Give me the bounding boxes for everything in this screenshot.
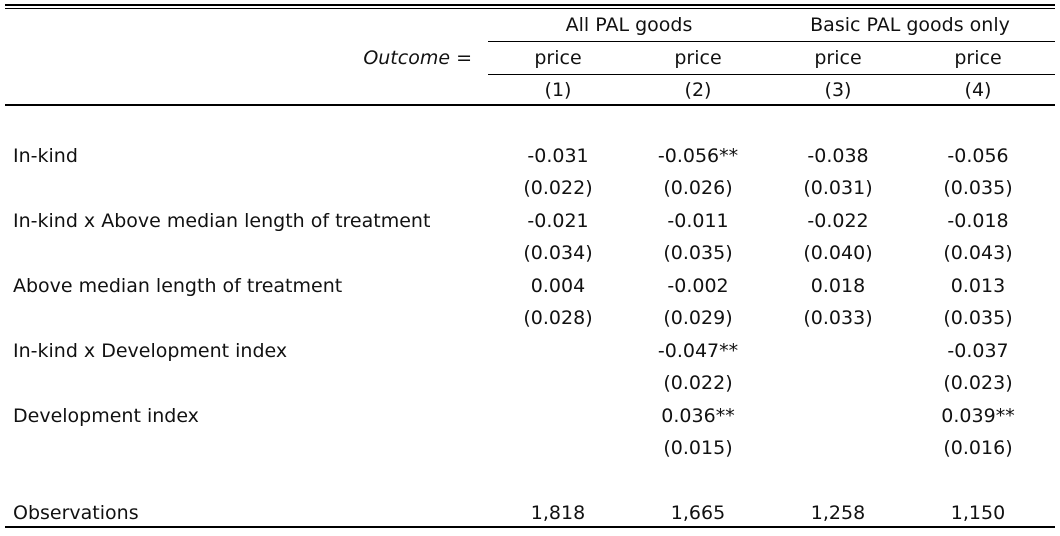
coef-cell: -0.038 bbox=[807, 145, 869, 167]
coef-cell: 0.039** bbox=[941, 405, 1015, 427]
coef-cell: -0.018 bbox=[947, 210, 1009, 232]
coef-cell: -0.002 bbox=[667, 275, 729, 297]
coef-cell: -0.011 bbox=[667, 210, 729, 232]
se-cell: (0.016) bbox=[943, 437, 1013, 459]
se-cell: (0.022) bbox=[663, 372, 733, 394]
se-cell: (0.023) bbox=[943, 372, 1013, 394]
se-cell: (0.040) bbox=[803, 242, 873, 264]
row-label: In-kind x Development index bbox=[13, 340, 288, 362]
observations-cell: 1,150 bbox=[950, 502, 1006, 524]
coef-cell: -0.021 bbox=[527, 210, 589, 232]
se-cell: (0.022) bbox=[523, 177, 593, 199]
se-cell: (0.034) bbox=[523, 242, 593, 264]
coef-cell: -0.031 bbox=[527, 145, 589, 167]
top-rule-thick bbox=[5, 4, 1055, 6]
outcome-col-2: price bbox=[674, 47, 722, 69]
se-cell: (0.033) bbox=[803, 307, 873, 329]
outcome-label: Outcome = bbox=[363, 47, 472, 69]
se-cell: (0.015) bbox=[663, 437, 733, 459]
se-cell: (0.043) bbox=[943, 242, 1013, 264]
row-label: In-kind x Above median length of treatme… bbox=[13, 210, 431, 232]
coef-cell: -0.056 bbox=[947, 145, 1009, 167]
col-number-2: (2) bbox=[684, 79, 712, 101]
se-cell: (0.035) bbox=[663, 242, 733, 264]
col-number-1: (1) bbox=[544, 79, 572, 101]
group-underline-1 bbox=[488, 41, 770, 42]
coef-cell: 0.004 bbox=[530, 275, 586, 297]
group-header-basic-pal: Basic PAL goods only bbox=[810, 14, 1010, 36]
se-cell: (0.035) bbox=[943, 307, 1013, 329]
coef-cell: -0.056** bbox=[657, 145, 739, 167]
header-bottom-rule bbox=[5, 104, 1055, 106]
coef-cell: -0.037 bbox=[947, 340, 1009, 362]
row-label: Development index bbox=[13, 405, 199, 427]
top-rule-thin bbox=[5, 8, 1055, 9]
outcome-col-3: price bbox=[814, 47, 862, 69]
observations-cell: 1,258 bbox=[810, 502, 866, 524]
col-number-3: (3) bbox=[824, 79, 852, 101]
outcome-col-4: price bbox=[954, 47, 1002, 69]
coef-cell: 0.036** bbox=[661, 405, 735, 427]
observations-cell: 1,665 bbox=[670, 502, 726, 524]
col-number-4: (4) bbox=[964, 79, 992, 101]
outcome-underline bbox=[488, 74, 1055, 75]
se-cell: (0.031) bbox=[803, 177, 873, 199]
se-cell: (0.026) bbox=[663, 177, 733, 199]
row-label: In-kind bbox=[13, 145, 78, 167]
group-header-all-pal: All PAL goods bbox=[565, 14, 693, 36]
coef-cell: -0.022 bbox=[807, 210, 869, 232]
outcome-col-1: price bbox=[534, 47, 582, 69]
se-cell: (0.029) bbox=[663, 307, 733, 329]
se-cell: (0.035) bbox=[943, 177, 1013, 199]
observations-cell: 1,818 bbox=[530, 502, 586, 524]
row-label: Above median length of treatment bbox=[13, 275, 343, 297]
group-underline-2 bbox=[770, 41, 1055, 42]
coef-cell: 0.013 bbox=[950, 275, 1006, 297]
observations-label: Observations bbox=[13, 502, 139, 524]
coef-cell: 0.018 bbox=[810, 275, 866, 297]
bottom-rule bbox=[5, 526, 1055, 528]
se-cell: (0.028) bbox=[523, 307, 593, 329]
coef-cell: -0.047** bbox=[657, 340, 739, 362]
